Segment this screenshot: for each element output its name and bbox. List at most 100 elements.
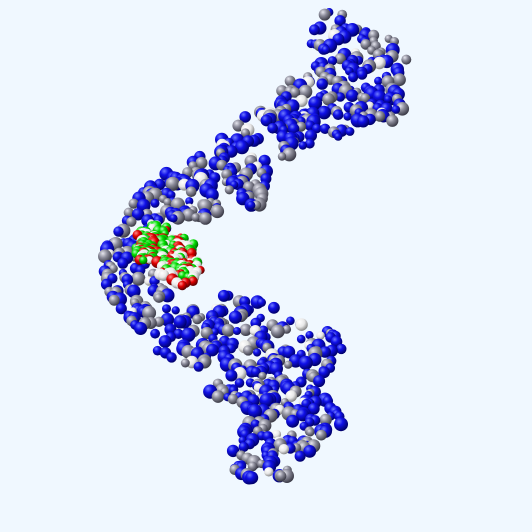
protein-atom [210, 204, 225, 219]
protein-atom [277, 152, 287, 161]
protein-atom [306, 428, 315, 437]
protein-atom [307, 402, 320, 415]
protein-atom [171, 306, 180, 315]
protein-atom [295, 318, 308, 331]
protein-atom [108, 294, 120, 306]
protein-atom [98, 249, 112, 264]
protein-atom [360, 93, 371, 104]
protein-atom [126, 216, 137, 227]
protein-atom [142, 305, 157, 320]
protein-atom [185, 197, 194, 206]
protein-atom [150, 198, 160, 208]
protein-atom [334, 15, 346, 27]
protein-atom [225, 369, 238, 382]
protein-atom [308, 96, 323, 111]
protein-atom [264, 467, 274, 477]
protein-atom [150, 328, 161, 339]
protein-atom [166, 352, 177, 363]
protein-atom [322, 93, 335, 106]
protein-atom [334, 53, 346, 65]
protein-atom [234, 378, 245, 388]
protein-atom [250, 367, 261, 377]
protein-atom [296, 334, 306, 344]
protein-atom [127, 284, 141, 299]
protein-atom [318, 8, 331, 21]
protein-atom [162, 304, 171, 314]
protein-atom [303, 445, 317, 458]
protein-atom [374, 76, 383, 86]
protein-atom [226, 444, 240, 458]
protein-atom [224, 185, 234, 195]
protein-atom [193, 361, 204, 372]
protein-atom [335, 92, 345, 102]
protein-atom [343, 112, 352, 121]
protein-atom [392, 73, 406, 87]
protein-atom [298, 141, 307, 150]
protein-atom [316, 78, 328, 90]
protein-atom [228, 310, 242, 324]
protein-atom [211, 390, 225, 403]
protein-atom [334, 417, 348, 432]
protein-atom [246, 200, 256, 210]
protein-atom [247, 404, 262, 419]
protein-atom [158, 335, 172, 348]
protein-atom [239, 111, 251, 123]
protein-atom [123, 207, 134, 218]
atom-spheres [98, 8, 412, 485]
protein-atom [305, 331, 314, 340]
protein-atom [217, 289, 230, 302]
protein-atom [316, 331, 325, 340]
protein-atom [185, 186, 197, 197]
protein-atom [327, 56, 338, 66]
ligand-atom [139, 256, 148, 265]
protein-atom [164, 323, 177, 336]
protein-atom [298, 355, 313, 370]
protein-atom [238, 441, 249, 453]
protein-atom [260, 114, 273, 127]
protein-atom [268, 301, 280, 314]
protein-atom [271, 429, 282, 439]
protein-atom [360, 39, 372, 50]
protein-atom [313, 375, 326, 388]
protein-atom [257, 298, 266, 307]
protein-atom [191, 213, 200, 222]
protein-atom [282, 345, 296, 359]
protein-atom [289, 87, 301, 98]
protein-atom [321, 45, 331, 55]
protein-atom [348, 72, 359, 83]
protein-atom [270, 324, 285, 339]
protein-atom [345, 127, 355, 136]
protein-atom [239, 323, 252, 336]
protein-atom [286, 316, 295, 326]
protein-atom [160, 312, 175, 327]
protein-atom [318, 366, 331, 379]
protein-atom [285, 390, 298, 402]
protein-atom [286, 414, 300, 428]
protein-atom [317, 105, 331, 120]
protein-atom [181, 327, 196, 342]
protein-atom [131, 271, 146, 286]
protein-atom [166, 190, 176, 200]
protein-atom [134, 322, 148, 335]
protein-atom [267, 123, 278, 134]
protein-atom [304, 129, 317, 142]
protein-atom [128, 198, 139, 209]
protein-atom [386, 114, 399, 127]
protein-atom [113, 226, 124, 237]
protein-atom [334, 132, 343, 141]
protein-atom [233, 327, 241, 335]
ligand-atom [177, 280, 187, 291]
protein-atom [315, 429, 327, 441]
protein-atom [288, 123, 300, 135]
protein-atom [345, 89, 359, 102]
protein-atom [243, 345, 254, 356]
protein-atom [332, 109, 344, 120]
protein-atom [294, 450, 306, 462]
protein-atom [115, 303, 127, 315]
protein-atom [276, 470, 287, 482]
protein-atom [199, 212, 212, 225]
protein-atom [165, 176, 180, 191]
protein-atom [163, 198, 172, 207]
